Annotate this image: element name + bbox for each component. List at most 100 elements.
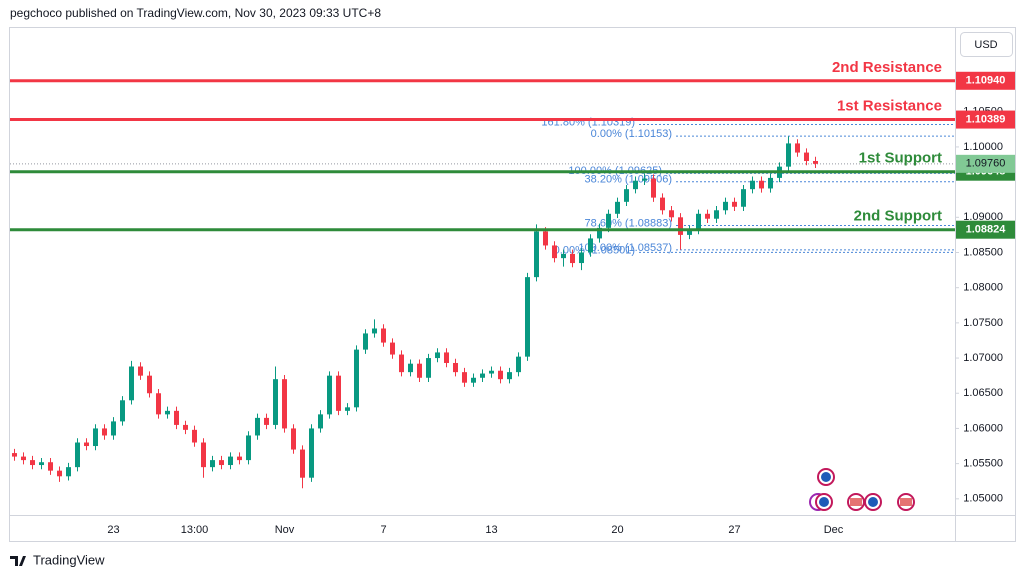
candle-body bbox=[300, 449, 305, 478]
candle-body bbox=[93, 428, 98, 447]
price-box-label: 1.10389 bbox=[966, 113, 1006, 125]
fib-label: 100.00% (1.08537) bbox=[578, 242, 672, 254]
price-box bbox=[956, 110, 1015, 129]
chart-frame bbox=[9, 27, 1016, 542]
candle-body bbox=[741, 189, 746, 207]
candle-body bbox=[66, 467, 71, 477]
candle-body bbox=[399, 354, 404, 373]
candle-body bbox=[255, 417, 260, 436]
candle-body bbox=[426, 358, 431, 378]
candle-body bbox=[363, 333, 368, 350]
candle-body bbox=[498, 370, 503, 380]
candle-body bbox=[12, 453, 17, 457]
candle-body bbox=[210, 460, 215, 468]
x-tick-label: 13:00 bbox=[181, 524, 209, 536]
candle-body bbox=[75, 442, 80, 468]
price-box bbox=[956, 220, 1015, 239]
y-tick-label: 1.07000 bbox=[963, 352, 1003, 364]
candle-body bbox=[228, 456, 233, 466]
price-box-label: 1.10940 bbox=[966, 75, 1006, 87]
level-name: 2nd Resistance bbox=[832, 59, 942, 76]
candle-body bbox=[336, 375, 341, 411]
level-name: 1st Support bbox=[859, 150, 942, 167]
last-price-label: 1.09760 bbox=[966, 158, 1006, 170]
x-tick-label: 7 bbox=[380, 524, 386, 536]
candle-body bbox=[147, 375, 152, 394]
candle-body bbox=[345, 407, 350, 411]
candle-body bbox=[237, 456, 242, 461]
candle-body bbox=[597, 227, 602, 239]
candle-body bbox=[354, 349, 359, 408]
candle-body bbox=[696, 213, 701, 230]
candle-body bbox=[39, 462, 44, 466]
currency-box[interactable] bbox=[960, 32, 1013, 57]
candle-body bbox=[462, 372, 467, 383]
event-icons bbox=[809, 468, 915, 511]
y-tick-label: 1.05500 bbox=[963, 458, 1003, 470]
candle-body bbox=[687, 229, 692, 235]
candle-body bbox=[390, 342, 395, 355]
candle-body bbox=[750, 180, 755, 190]
flag-icon bbox=[900, 498, 912, 506]
logo-mark bbox=[10, 556, 26, 566]
candle-body bbox=[786, 143, 791, 167]
candle-body bbox=[660, 197, 665, 211]
y-tick-label: 1.08000 bbox=[963, 282, 1003, 294]
publisher-header: pegchoco published on TradingView.com, N… bbox=[10, 6, 381, 20]
candle-body bbox=[264, 417, 269, 425]
candle-body bbox=[705, 213, 710, 219]
candle-body bbox=[327, 375, 332, 415]
candle-body bbox=[507, 372, 512, 380]
x-tick-label: 13 bbox=[485, 524, 497, 536]
fib-label: 0.00% (1.08501) bbox=[554, 244, 635, 256]
candle-body bbox=[804, 152, 809, 162]
logo-text: TradingView bbox=[33, 552, 105, 567]
y-tick-label: 1.09000 bbox=[963, 211, 1003, 223]
candle-body bbox=[714, 210, 719, 219]
candle-body bbox=[21, 456, 26, 461]
candle-body bbox=[579, 252, 584, 264]
y-tick-label: 1.10000 bbox=[963, 141, 1003, 153]
candle-body bbox=[534, 231, 539, 278]
fib-label: 0.00% (1.10153) bbox=[591, 128, 672, 140]
candle-body bbox=[48, 462, 53, 471]
candle-body bbox=[606, 213, 611, 228]
candle-body bbox=[525, 277, 530, 357]
candle-body bbox=[624, 189, 629, 202]
y-tick-label: 1.07500 bbox=[963, 317, 1003, 329]
candle-body bbox=[633, 180, 638, 190]
candle-body bbox=[111, 421, 116, 436]
fib-label: 38.20% (1.09506) bbox=[585, 174, 672, 186]
candle-body bbox=[444, 352, 449, 363]
event-icon-core bbox=[819, 497, 829, 507]
x-tick-label: Nov bbox=[275, 524, 295, 536]
x-tick-label: 20 bbox=[611, 524, 623, 536]
candle-body bbox=[84, 442, 89, 447]
flag-icon bbox=[850, 498, 862, 506]
candle-body bbox=[435, 352, 440, 359]
candle-body bbox=[219, 460, 224, 466]
candle-body bbox=[318, 414, 323, 429]
y-tick-label: 1.08500 bbox=[963, 246, 1003, 258]
candle-body bbox=[651, 178, 656, 198]
candle-body bbox=[30, 460, 35, 466]
fib-label: 78.60% (1.08883) bbox=[585, 217, 672, 229]
candle-body bbox=[642, 178, 647, 181]
candle-body bbox=[57, 470, 62, 477]
candle-body bbox=[615, 201, 620, 214]
fib-label: 161.80% (1.10319) bbox=[541, 116, 635, 128]
x-tick-label: 27 bbox=[728, 524, 740, 536]
candle-body bbox=[129, 366, 134, 401]
candle-body bbox=[570, 253, 575, 264]
candle-body bbox=[165, 410, 170, 415]
candle-body bbox=[453, 362, 458, 373]
candle-body bbox=[120, 400, 125, 422]
candle-body bbox=[273, 379, 278, 425]
candle-body bbox=[588, 238, 593, 253]
candle-body bbox=[309, 428, 314, 478]
candle-body bbox=[201, 442, 206, 468]
candle-body bbox=[408, 363, 413, 373]
candle-body bbox=[552, 245, 557, 259]
candle-body bbox=[795, 143, 800, 153]
